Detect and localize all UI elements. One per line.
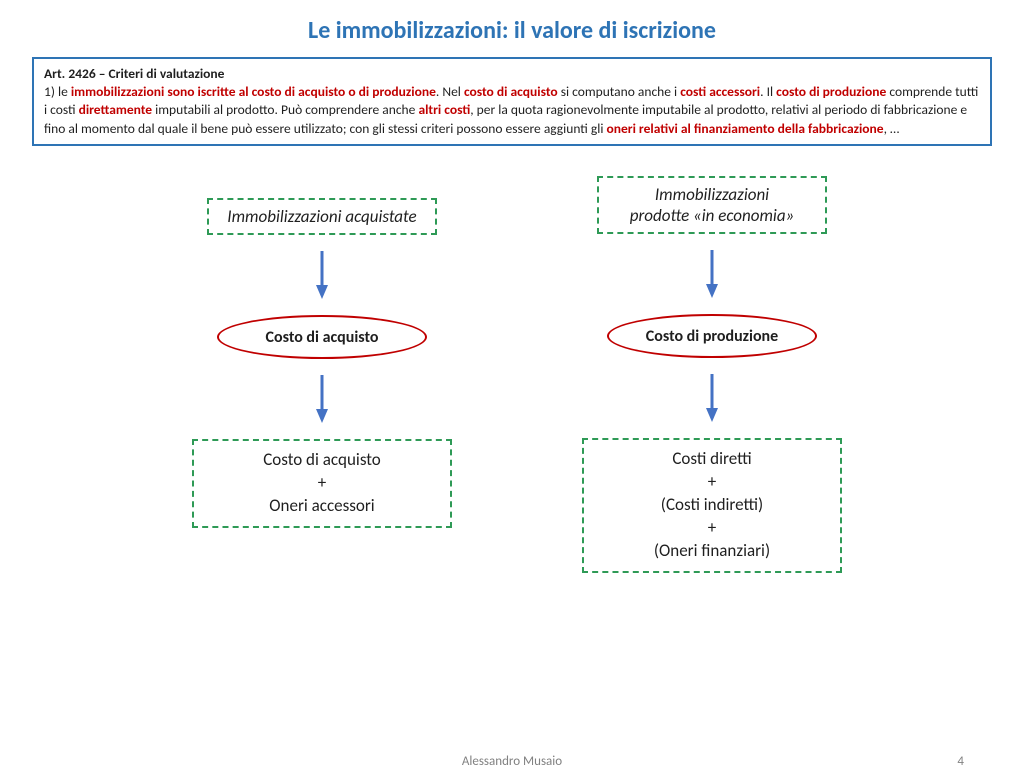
- arrow-icon: [314, 249, 330, 301]
- arrow-icon: [704, 248, 720, 300]
- arrow-icon: [704, 372, 720, 424]
- node-right-cost: Costo di produzione: [607, 314, 817, 358]
- node-right-source: Immobilizzazioni prodotte «in economia»: [597, 176, 827, 235]
- law-heading: Art. 2426 – Criteri di valutazione: [44, 65, 224, 82]
- law-article-box: Art. 2426 – Criteri di valutazione 1) le…: [32, 57, 992, 146]
- node-right-components: Costi diretti + (Costi indiretti) + (One…: [582, 438, 842, 573]
- flow-column-right: Immobilizzazioni prodotte «in economia» …: [542, 176, 882, 573]
- law-text: 1) le immobilizzazioni sono iscritte al …: [44, 83, 978, 136]
- node-left-source: Immobilizzazioni acquistate: [207, 198, 437, 235]
- flow-column-left: Immobilizzazioni acquistate Costo di acq…: [152, 176, 492, 528]
- node-left-components: Costo di acquisto + Oneri accessori: [192, 439, 452, 528]
- flowchart: Immobilizzazioni acquistate Costo di acq…: [32, 176, 992, 646]
- footer-author: Alessandro Musaio: [0, 754, 1024, 769]
- node-left-cost: Costo di acquisto: [217, 315, 427, 359]
- arrow-icon: [314, 373, 330, 425]
- footer-page-number: 4: [957, 754, 964, 769]
- page-title: Le immobilizzazioni: il valore di iscriz…: [0, 0, 1024, 57]
